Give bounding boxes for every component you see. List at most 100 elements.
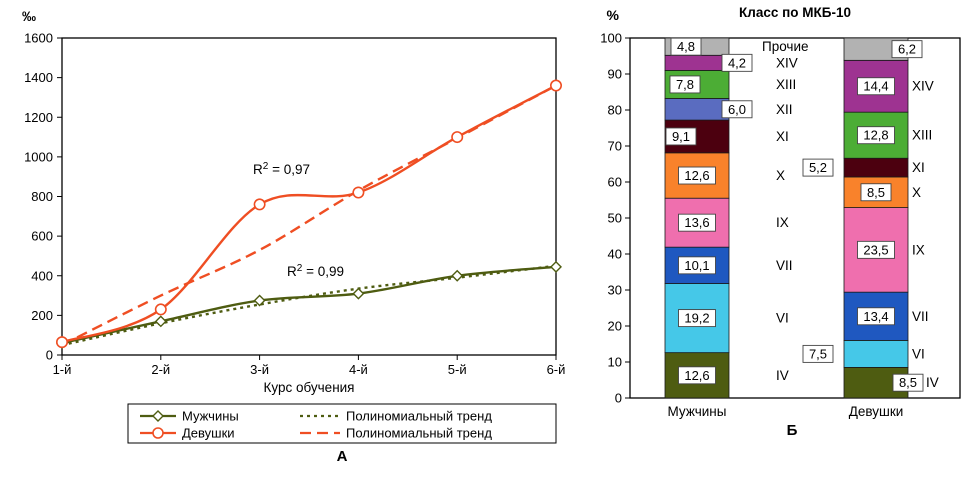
marker-circle <box>55 336 68 349</box>
value-label-box <box>678 213 716 232</box>
marker-diamond <box>152 410 164 422</box>
class-label: IX <box>776 215 789 230</box>
value-label: 23,5 <box>863 242 888 257</box>
chart-title: Класс по МКБ-10 <box>739 5 851 20</box>
marker-circle <box>549 79 562 92</box>
value-label-box <box>857 307 895 326</box>
y-tick-label: 1600 <box>24 31 53 46</box>
value-label-box <box>678 166 716 185</box>
bar-segment-XII <box>664 98 730 121</box>
value-label: 12,6 <box>684 168 709 183</box>
value-label: 12,6 <box>684 368 709 383</box>
value-label-box <box>860 183 892 202</box>
value-label: 4,2 <box>728 55 746 70</box>
marker-circle <box>352 186 365 199</box>
value-label: 9,1 <box>672 129 690 144</box>
y-axis-unit: ‰ <box>22 8 36 24</box>
value-label: 19,2 <box>684 311 709 326</box>
class-label: VII <box>912 309 929 324</box>
panel-a-line-chart: 0 200 400 600 800 1000 1200 1400 1600 ‰ 1-й 2-й 3-й 4… <box>22 8 566 465</box>
y-tick-label: 1200 <box>24 110 53 125</box>
y-tick-label: 0 <box>46 348 53 363</box>
value-label: 6,2 <box>898 42 916 57</box>
marker-circle <box>451 131 464 144</box>
value-label: 7,8 <box>676 77 694 92</box>
marker-diamond <box>451 269 464 282</box>
y-tick-label: 30 <box>608 283 622 298</box>
marker-circle <box>253 198 266 211</box>
y-tick-label: 90 <box>608 67 622 82</box>
class-label: VII <box>776 258 793 273</box>
value-label: 8,5 <box>899 375 917 390</box>
x-tick-label: 6-й <box>547 362 566 377</box>
y-tick-label: 60 <box>608 175 622 190</box>
value-label: 12,8 <box>863 128 888 143</box>
y-tick-label: 80 <box>608 103 622 118</box>
x-tick-label: 3-й <box>250 362 269 377</box>
value-label: 4,8 <box>677 39 695 54</box>
class-label: X <box>776 168 785 183</box>
y-tick-label: 100 <box>600 31 622 46</box>
value-label-box <box>678 366 716 385</box>
legend-box <box>127 403 557 444</box>
class-label: XIII <box>912 128 932 143</box>
class-label: IV <box>776 368 789 383</box>
marker-diamond <box>352 287 365 300</box>
value-label-box <box>802 344 834 363</box>
value-label-box <box>665 127 697 146</box>
x-tick-label: 4-й <box>349 362 368 377</box>
value-label: 14,4 <box>863 79 888 94</box>
y-tick-label: 70 <box>608 139 622 154</box>
x-tick-label: 2-й <box>151 362 170 377</box>
y-tick-label: 400 <box>31 268 53 283</box>
value-label-box <box>721 100 753 119</box>
marker-diamond <box>154 315 167 328</box>
y-tick-label: 200 <box>31 308 53 323</box>
value-label: 7,5 <box>809 346 827 361</box>
y-axis-unit: % <box>607 7 620 23</box>
marker-diamond <box>550 260 562 273</box>
y-tick-label: 800 <box>31 189 53 204</box>
value-label-box <box>857 240 895 259</box>
line-chart-svg: 0 200 400 600 800 1000 1200 1400 1600 ‰ 1-й 2-й 3-й 4… <box>22 8 566 444</box>
x-tick-label: 1-й <box>53 362 72 377</box>
value-label-box <box>892 373 924 392</box>
bar-segment-VI <box>843 339 909 368</box>
series-line <box>61 84 557 344</box>
value-label: 6,0 <box>728 102 746 117</box>
x-axis-title: Курс обучения <box>263 380 354 395</box>
value-label-box <box>678 309 716 328</box>
value-label-box <box>857 126 895 145</box>
class-label: XIV <box>912 79 934 94</box>
value-label-box <box>802 158 834 177</box>
bar-segment-XI <box>843 157 909 178</box>
value-label-box <box>669 75 701 94</box>
panel-a-label: А <box>336 448 348 465</box>
class-label: XII <box>776 102 793 117</box>
value-label: 13,4 <box>863 309 888 324</box>
y-tick-label: 50 <box>608 211 622 226</box>
class-label: XIII <box>776 77 796 92</box>
value-label-box <box>891 40 923 59</box>
y-tick-label: 20 <box>608 319 622 334</box>
marker-circle <box>154 303 167 316</box>
value-label-box <box>670 37 702 56</box>
bar-segment-XIV <box>664 54 730 71</box>
class-label: X <box>912 185 921 200</box>
y-tick-label: 1000 <box>24 149 53 164</box>
class-label: IV <box>926 375 939 390</box>
class-label: VI <box>776 311 789 326</box>
panel-b-stacked-bar-chart: 0 10 20 30 40 50 60 70 80 90 100% Класс по МКБ-10 Му… <box>585 0 972 485</box>
marker-diamond <box>253 294 266 307</box>
value-label: 13,6 <box>684 215 709 230</box>
y-tick-label: 10 <box>608 355 622 370</box>
legend-label: Полиномиальный тренд <box>346 426 492 441</box>
legend-label: Девушки <box>182 426 235 441</box>
x-category-label: Мужчины <box>668 404 727 419</box>
x-category-label: Девушки <box>849 404 904 419</box>
legend-label: Мужчины <box>182 409 239 424</box>
class-label: IX <box>912 242 925 257</box>
r2-annotation: R2 = 0,99 <box>287 263 344 279</box>
value-label-box <box>678 256 716 275</box>
